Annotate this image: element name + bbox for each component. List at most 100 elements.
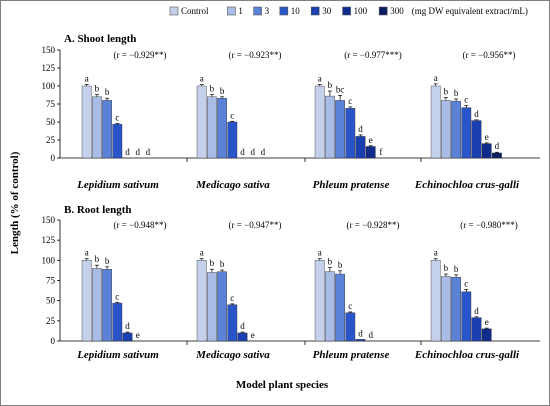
- legend-entry: 30: [322, 6, 332, 16]
- legend-swatch: [279, 6, 289, 16]
- y-tick-label: 75: [46, 276, 56, 286]
- legend-entry: 1: [238, 6, 243, 16]
- bar: [441, 100, 451, 159]
- significance-letter: d: [250, 147, 255, 157]
- significance-letter: b: [454, 88, 459, 98]
- significance-letter: b: [210, 258, 215, 268]
- significance-letter: b: [210, 84, 215, 94]
- significance-letter: c: [230, 110, 234, 120]
- bar: [355, 136, 366, 159]
- bar: [112, 123, 123, 159]
- bar: [492, 152, 502, 159]
- y-tick-label: 50: [46, 117, 56, 127]
- species-label: Medicago sativa: [195, 179, 270, 191]
- bar: [481, 328, 492, 342]
- bar: [430, 85, 441, 159]
- panel-title: B. Root length: [64, 204, 132, 216]
- y-tick-label: 150: [42, 215, 56, 225]
- bar: [102, 100, 113, 159]
- correlation-label: (r = −0.929**): [114, 50, 167, 60]
- species-label: Echinochloa crus-galli: [414, 179, 520, 191]
- legend-entry: 3: [265, 6, 270, 16]
- y-tick-label: 125: [42, 235, 56, 245]
- bar: [112, 302, 123, 342]
- significance-letter: f: [379, 147, 382, 157]
- bar: [81, 260, 92, 342]
- legend-swatch: [342, 6, 351, 16]
- y-tick-label: 50: [46, 296, 56, 306]
- bar: [325, 271, 335, 342]
- legend-swatch: [378, 6, 388, 16]
- bar: [227, 121, 238, 159]
- bar: [461, 291, 472, 342]
- significance-letter: b: [105, 256, 110, 266]
- bar: [91, 96, 102, 159]
- significance-letter: a: [434, 248, 438, 258]
- legend-entry: 100: [354, 6, 368, 16]
- bar: [430, 260, 441, 342]
- bar: [91, 268, 102, 342]
- significance-letter: d: [135, 147, 140, 157]
- significance-letter: d: [368, 330, 373, 340]
- bar: [81, 85, 92, 159]
- correlation-label: (r = −0.980***): [460, 220, 517, 230]
- significance-letter: d: [146, 147, 151, 157]
- bar: [335, 100, 345, 159]
- y-tick-label: 125: [42, 63, 56, 73]
- significance-letter: d: [261, 147, 266, 157]
- bar: [237, 332, 248, 342]
- y-tick-label: 100: [42, 255, 56, 265]
- significance-letter: b: [444, 87, 449, 97]
- bar: [345, 108, 356, 159]
- bar: [227, 304, 238, 342]
- correlation-label: (r = −0.956**): [463, 50, 516, 60]
- bar: [196, 260, 207, 342]
- correlation-label: (r = −0.947**): [229, 220, 282, 230]
- bar: [206, 272, 217, 342]
- significance-letter: c: [464, 278, 468, 288]
- legend-entry: 300: [390, 6, 404, 16]
- species-label: Lepidium sativum: [76, 179, 159, 191]
- correlation-label: (r = −0.923**): [229, 50, 282, 60]
- significance-letter: d: [474, 306, 479, 316]
- bar: [451, 277, 461, 342]
- significance-letter: b: [95, 84, 100, 94]
- significance-letter: bc: [336, 84, 345, 94]
- bar: [206, 96, 217, 159]
- significance-letter: c: [230, 293, 234, 303]
- legend-entry: 10: [291, 6, 301, 16]
- significance-letter: b: [105, 87, 110, 97]
- significance-letter: d: [240, 147, 245, 157]
- species-label: Lepidium sativum: [76, 349, 159, 361]
- bar: [217, 271, 227, 342]
- significance-letter: c: [348, 96, 352, 106]
- significance-letter: c: [115, 112, 119, 122]
- significance-letter: a: [318, 74, 322, 84]
- legend-swatch: [253, 6, 262, 16]
- species-label: Phleum pratense: [313, 349, 390, 361]
- significance-letter: b: [454, 264, 459, 274]
- legend-entry: Control: [181, 6, 209, 16]
- bar: [365, 146, 376, 159]
- significance-letter: a: [200, 248, 204, 258]
- significance-letter: e: [485, 317, 489, 327]
- legend-swatch: [310, 6, 320, 16]
- significance-letter: d: [125, 147, 130, 157]
- significance-letter: c: [348, 301, 352, 311]
- significance-letter: a: [200, 74, 204, 84]
- species-label: Phleum pratense: [313, 179, 390, 191]
- legend-swatch: [227, 6, 236, 16]
- legend-unit-note: (mg DW equivalent extract/mL): [412, 6, 528, 16]
- significance-letter: b: [338, 260, 343, 270]
- significance-letter: b: [444, 263, 449, 273]
- significance-letter: d: [358, 124, 363, 134]
- bar: [355, 339, 366, 342]
- significance-letter: e: [369, 135, 373, 145]
- y-tick-label: 25: [46, 316, 56, 326]
- y-axis-title: Length (% of control): [9, 151, 21, 254]
- species-label: Medicago sativa: [195, 349, 270, 361]
- significance-letter: b: [95, 254, 100, 264]
- bar: [461, 107, 472, 159]
